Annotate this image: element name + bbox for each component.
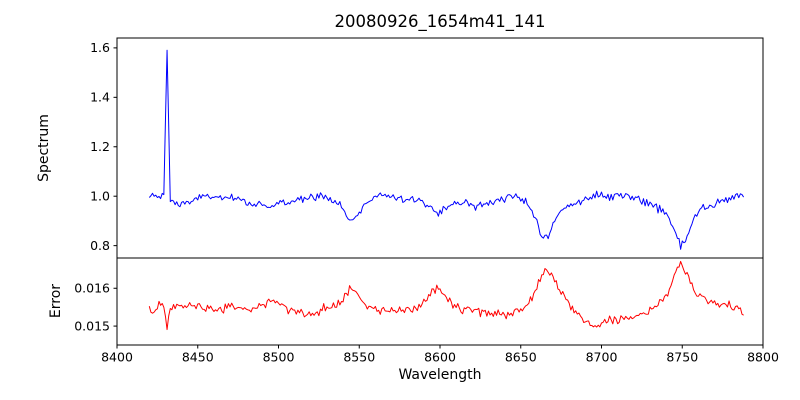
svg-text:1.6: 1.6 [90,40,110,55]
chart-title: 20080926_1654m41_141 [334,12,545,32]
spectrum-y-axis-label: Spectrum [36,114,52,182]
svg-text:8800: 8800 [747,350,779,365]
svg-text:8600: 8600 [424,350,456,365]
svg-text:8400: 8400 [101,350,133,365]
svg-text:8650: 8650 [505,350,537,365]
svg-text:0.8: 0.8 [90,238,110,253]
svg-text:8700: 8700 [586,350,618,365]
svg-text:1.0: 1.0 [90,189,110,204]
series-lines [148,49,745,331]
svg-text:8500: 8500 [263,350,295,365]
svg-text:0.016: 0.016 [74,281,110,296]
svg-text:1.4: 1.4 [90,90,110,105]
svg-text:8550: 8550 [343,350,375,365]
axes-layer: 0.8 1.0 1.2 1.4 1.6 0.015 0.016 8400 8450 8500 855… [74,37,779,365]
x-axis-label: Wavelength [398,367,481,383]
svg-text:1.2: 1.2 [90,139,110,154]
svg-text:8750: 8750 [666,350,698,365]
svg-text:0.015: 0.015 [74,318,110,333]
error-y-axis-label: Error [48,284,64,318]
svg-text:8450: 8450 [182,350,214,365]
